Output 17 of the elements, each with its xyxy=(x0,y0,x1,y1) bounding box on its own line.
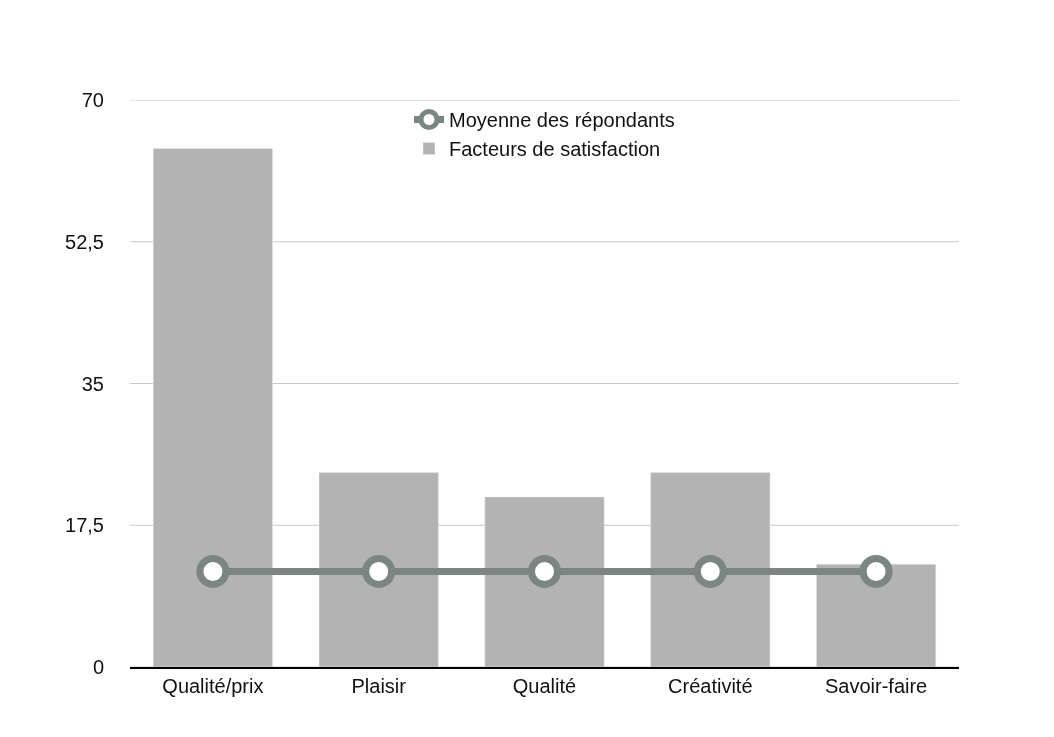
bar xyxy=(650,472,771,667)
y-tick-label: 0 xyxy=(92,656,104,678)
bar xyxy=(318,472,439,667)
y-tick-label: 35 xyxy=(81,372,104,395)
bar xyxy=(816,563,937,667)
x-tick-label: Qualité xyxy=(512,675,577,697)
y-tick-label: 52,5 xyxy=(65,230,104,253)
legend-label: Moyenne des répondants xyxy=(449,109,675,132)
y-tick-label: 17,5 xyxy=(65,514,104,537)
bar xyxy=(484,496,605,667)
x-tick-label: Savoir-faire xyxy=(824,675,928,697)
x-tick-label: Qualité/prix xyxy=(162,675,264,697)
y-tick-label: 70 xyxy=(81,89,104,111)
x-tick-label: Plaisir xyxy=(351,675,407,697)
bar xyxy=(152,148,273,667)
legend-label: Facteurs de satisfaction xyxy=(449,138,661,161)
x-tick-label: Créativité xyxy=(668,675,753,697)
